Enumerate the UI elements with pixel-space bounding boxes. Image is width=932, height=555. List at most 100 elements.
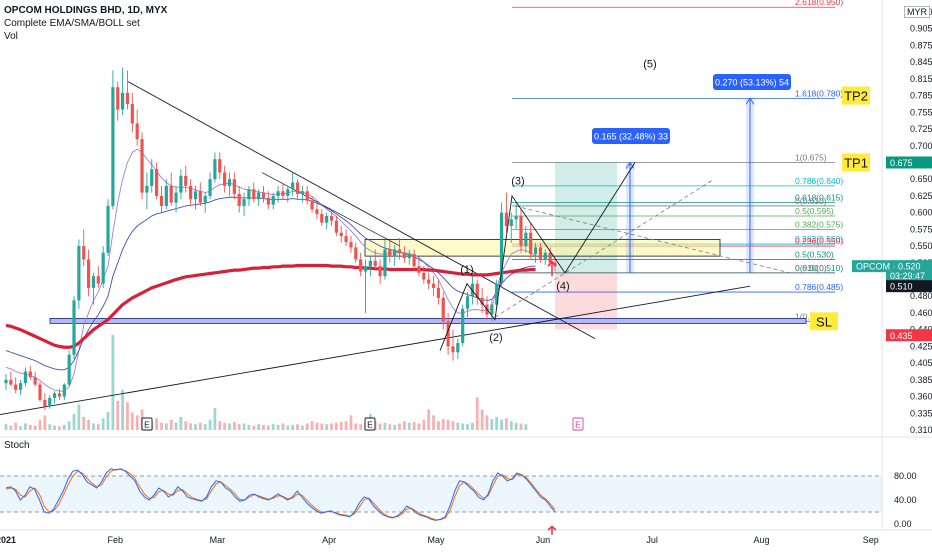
y-tick-label: 0.310	[910, 425, 932, 435]
candle-body	[135, 123, 139, 140]
y-tick-label: 0.725	[910, 124, 932, 134]
candle-body	[227, 179, 232, 186]
candle-body	[203, 195, 207, 203]
y-tick-label: 0.600	[910, 208, 932, 218]
candle-body	[111, 87, 115, 206]
volume-bar	[286, 425, 290, 430]
candle-body	[72, 300, 76, 355]
volume-bar	[266, 425, 270, 430]
volume-bar	[198, 422, 202, 430]
volume-bar	[262, 424, 265, 430]
candle-body	[315, 209, 319, 214]
candle-body	[159, 195, 164, 206]
candle-body	[198, 191, 202, 203]
candle-body	[223, 172, 227, 186]
ema-purple-line	[5, 148, 536, 392]
volume-bar	[509, 421, 513, 430]
candle-body	[155, 169, 159, 196]
fib-anchor-line	[514, 205, 791, 274]
resistance-zone	[364, 238, 721, 257]
candle-body	[422, 272, 426, 280]
candle-body	[300, 191, 304, 194]
x-tick-label: Aug	[753, 535, 769, 545]
candle-body	[281, 191, 285, 196]
y-tick-label: 0.405	[910, 358, 932, 368]
stoch-tick-label: 0.00	[894, 519, 912, 529]
volume-bar	[19, 426, 22, 430]
candle-body	[91, 276, 96, 288]
volume-bar	[24, 423, 27, 430]
volume-bar	[130, 412, 134, 430]
volume-bar	[451, 421, 455, 430]
candle-body	[514, 215, 518, 220]
volume-bar	[500, 419, 503, 430]
candle-body	[538, 247, 543, 260]
ascending-trendline	[0, 285, 751, 416]
candle-body	[266, 197, 270, 205]
volume-bar	[315, 422, 319, 430]
candle-body	[524, 232, 528, 247]
volume-bar	[160, 422, 163, 430]
price-label: 0.675	[890, 158, 913, 168]
volume-bar	[388, 424, 392, 430]
measure-label-box	[713, 74, 791, 90]
candle-body	[436, 287, 440, 298]
volume-bar	[412, 421, 416, 430]
candle-body	[184, 175, 188, 186]
candle-body	[349, 242, 353, 248]
x-tick-label: Sep	[863, 535, 879, 545]
volume-bar	[174, 422, 178, 430]
buy-arrow-icon	[547, 260, 557, 277]
candle-body	[363, 266, 368, 272]
volume-bar	[194, 424, 197, 430]
volume-bar	[232, 421, 236, 430]
volume-bar	[422, 419, 426, 430]
volume-bar	[179, 416, 183, 430]
volume-bar	[495, 416, 499, 430]
earnings-marker-label: E	[144, 420, 150, 430]
stoch-pane-label: Stoch	[4, 440, 30, 451]
fib-level-label: 0.382(0.575)	[795, 219, 843, 229]
price-label: 03:29:47	[890, 271, 925, 281]
volume-bar	[77, 404, 81, 430]
candle-body	[86, 259, 91, 288]
volume-bar	[485, 415, 489, 430]
target-badge	[810, 312, 838, 331]
fib-level-label: 0.786(0.640)	[795, 176, 843, 186]
candle-body	[179, 175, 183, 193]
volume-bar	[208, 419, 212, 430]
volume-bar	[43, 415, 47, 430]
volume-bar	[334, 422, 338, 430]
fib-level-label: 0.786(0.485)	[795, 282, 843, 292]
candle-body	[427, 279, 431, 284]
fib-level-label: 0.236(0.550)	[795, 236, 843, 246]
volume-bar	[300, 425, 304, 430]
stoch-tick-label: 40.00	[894, 495, 917, 505]
y-tick-label: 0.480	[910, 291, 932, 301]
candle-body	[461, 308, 465, 344]
volume-bar	[296, 424, 299, 430]
volume-bar	[354, 423, 358, 430]
fib-level-label: 2.618(0.950)	[795, 0, 843, 7]
candle-body	[38, 384, 42, 400]
volume-bar	[237, 424, 241, 430]
currency-badge[interactable]: MYR	[904, 6, 930, 18]
volume-bar	[276, 424, 280, 430]
candle-body	[383, 249, 387, 277]
x-tick-label: Jun	[536, 535, 551, 545]
candle-body	[271, 195, 275, 205]
stop-loss-band	[49, 317, 807, 324]
candle-body	[101, 252, 105, 284]
stoch-tick-label: 80.00	[894, 471, 917, 481]
price-label-box	[886, 280, 932, 293]
volume-bar	[378, 423, 382, 430]
earnings-marker-label: E	[575, 420, 581, 430]
fib-level-label: 0(0.510)	[795, 263, 827, 273]
candle-body	[329, 215, 334, 221]
candle-body	[378, 266, 382, 277]
volume-bar	[184, 421, 188, 430]
candle-body	[9, 379, 13, 385]
candle-body	[145, 185, 149, 193]
